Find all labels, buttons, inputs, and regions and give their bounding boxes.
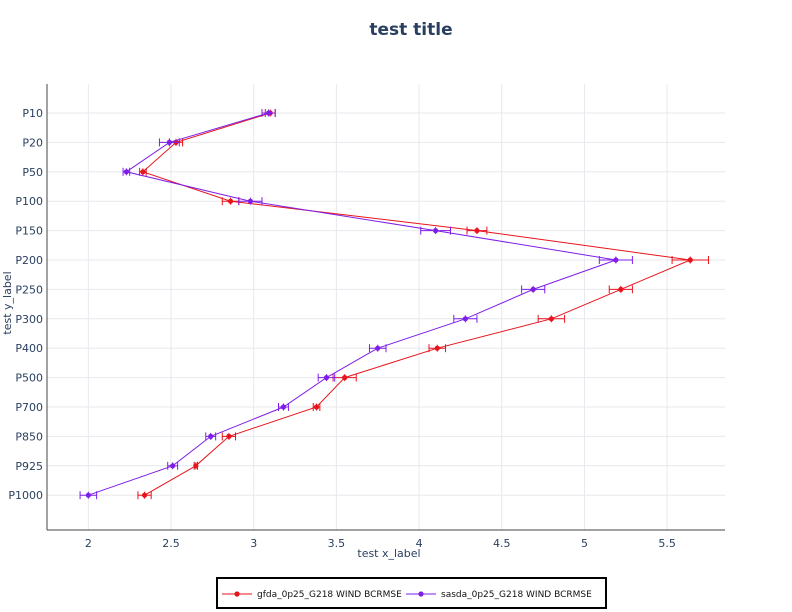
legend-box	[216, 577, 607, 609]
y-tick-label: P200	[15, 254, 43, 267]
data-point	[208, 433, 214, 439]
y-tick-label: P850	[15, 430, 43, 443]
y-tick-label: P50	[22, 166, 43, 179]
data-point	[342, 375, 348, 381]
data-point	[434, 345, 440, 351]
y-tick-label: P10	[22, 107, 43, 120]
y-tick-label: P400	[15, 342, 43, 355]
data-point	[170, 463, 176, 469]
data-point	[85, 492, 91, 498]
x-tick-label: 5	[581, 537, 588, 550]
y-tick-label: P700	[15, 401, 43, 414]
data-point	[313, 404, 320, 410]
data-point	[247, 198, 253, 204]
x-tick-label: 4	[416, 537, 423, 550]
data-point	[530, 286, 536, 292]
y-tick-label: P20	[22, 136, 43, 149]
legend-label: gfda_0p25_G218 WIND BCRMSE	[257, 590, 402, 600]
x-tick-label: 3	[250, 537, 257, 550]
data-series	[79, 109, 709, 500]
data-point	[375, 345, 381, 351]
x-tick-label: 4.5	[493, 537, 511, 550]
gridlines	[47, 84, 725, 530]
series-line	[141, 112, 693, 496]
data-point	[433, 228, 439, 234]
series-0	[137, 109, 709, 500]
data-point	[141, 492, 148, 498]
data-point	[226, 433, 232, 439]
legend: gfda_0p25_G218 WIND BCRMSE sasda_0p25_G21…	[216, 577, 607, 609]
y-tick-label: P1000	[8, 489, 43, 502]
data-point	[462, 316, 468, 322]
y-tick-label: P250	[15, 283, 43, 296]
data-point	[618, 286, 624, 292]
data-point	[166, 139, 172, 145]
data-point	[193, 463, 199, 469]
axes	[46, 84, 725, 531]
y-tick-label: P100	[15, 195, 43, 208]
x-axis-label: test x_label	[357, 547, 420, 560]
data-point	[123, 169, 129, 175]
legend-swatch-marker	[234, 591, 240, 597]
data-point	[548, 316, 554, 322]
x-tick-label: 3.5	[328, 537, 346, 550]
y-axis-label: test y_label	[1, 271, 14, 334]
y-tick-labels: P10 P20 P50 P100 P150 P200 P250 P300 P400 P500 P70…	[8, 107, 43, 502]
y-tick-label: P925	[15, 460, 43, 473]
y-tick-label: P150	[15, 225, 43, 238]
x-tick-label: 2	[85, 537, 92, 550]
data-point	[323, 375, 330, 381]
x-tick-labels: 2 2.5 3 3.5 4 4.5 5 5.5	[85, 537, 676, 550]
series-1	[79, 109, 633, 500]
data-point	[265, 110, 272, 116]
data-point	[687, 257, 693, 263]
data-point	[140, 169, 146, 175]
y-tick-label: P300	[15, 313, 43, 326]
data-point	[227, 198, 234, 204]
x-tick-label: 2.5	[162, 537, 180, 550]
data-point	[613, 257, 619, 263]
data-point	[474, 228, 480, 234]
y-tick-label: P500	[15, 372, 43, 385]
legend-swatch-marker	[418, 591, 424, 597]
series-line	[88, 112, 617, 496]
data-point	[280, 404, 287, 410]
chart-title: test title	[369, 20, 452, 40]
legend-label: sasda_0p25_G218 WIND BCRMSE	[441, 590, 592, 600]
x-tick-label: 5.5	[658, 537, 676, 550]
